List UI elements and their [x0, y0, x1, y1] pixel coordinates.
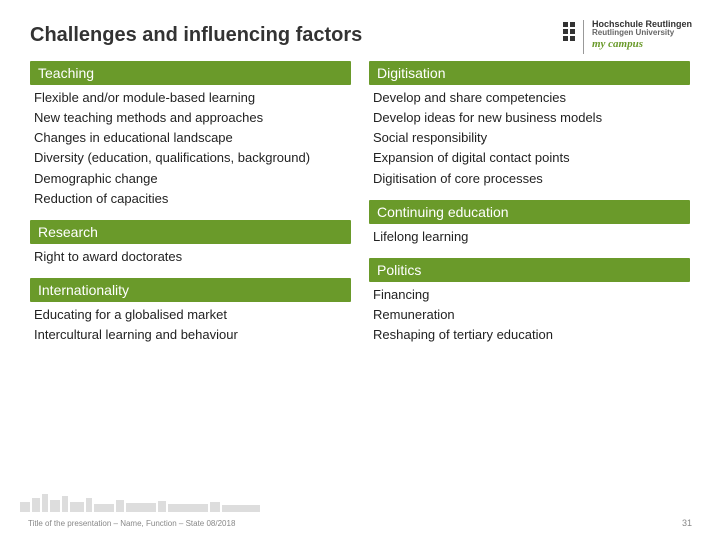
list-item: Develop and share competencies — [373, 88, 688, 108]
list-item: Lifelong learning — [373, 227, 688, 247]
section-continuing-education: Continuing education Lifelong learning — [369, 200, 690, 253]
list-item: Remuneration — [373, 305, 688, 325]
left-column: TeachingFlexible and/or module-based lea… — [30, 61, 351, 351]
list-item: Develop ideas for new business models — [373, 108, 688, 128]
logo-divider — [583, 20, 584, 54]
logo-text: Hochschule Reutlingen Reutlingen Univers… — [592, 20, 692, 50]
section-body-politics: FinancingRemunerationReshaping of tertia… — [369, 282, 690, 351]
list-item: New teaching methods and approaches — [34, 108, 349, 128]
logo-line3: my campus — [592, 39, 692, 51]
logo-mark — [563, 20, 575, 41]
section-internationality: InternationalityEducating for a globalis… — [30, 278, 351, 351]
section-head-research: Research — [30, 220, 351, 244]
footer-text: Title of the presentation – Name, Functi… — [28, 519, 235, 528]
list-item: Expansion of digital contact points — [373, 148, 688, 168]
section-body-research: Right to award doctorates — [30, 244, 351, 273]
section-head-digitisation: Digitisation — [369, 61, 690, 85]
list-item: Reduction of capacities — [34, 189, 349, 209]
section-digitisation: DigitisationDevelop and share competenci… — [369, 61, 690, 195]
list-item: Educating for a globalised market — [34, 305, 349, 325]
section-head-continuing-education: Continuing education — [369, 200, 690, 224]
section-head-teaching: Teaching — [30, 61, 351, 85]
skyline-graphic — [20, 488, 260, 512]
list-item: Demographic change — [34, 169, 349, 189]
columns: TeachingFlexible and/or module-based lea… — [30, 61, 690, 351]
list-item: Flexible and/or module-based learning — [34, 88, 349, 108]
list-item: Right to award doctorates — [34, 247, 349, 267]
section-body-teaching: Flexible and/or module-based learningNew… — [30, 85, 351, 215]
right-column: DigitisationDevelop and share competenci… — [369, 61, 690, 351]
page-number: 31 — [682, 518, 692, 528]
section-body-digitisation: Develop and share competenciesDevelop id… — [369, 85, 690, 195]
list-item: Reshaping of tertiary education — [373, 325, 688, 345]
section-body-continuing-education: Lifelong learning — [369, 224, 690, 253]
list-item: Social responsibility — [373, 128, 688, 148]
section-head-politics: Politics — [369, 258, 690, 282]
list-item: Diversity (education, qualifications, ba… — [34, 148, 349, 168]
list-item: Changes in educational landscape — [34, 128, 349, 148]
logo-line2: Reutlingen University — [592, 29, 692, 37]
university-logo: Hochschule Reutlingen Reutlingen Univers… — [563, 20, 692, 54]
list-item: Financing — [373, 285, 688, 305]
list-item: Digitisation of core processes — [373, 169, 688, 189]
section-head-internationality: Internationality — [30, 278, 351, 302]
section-politics: PoliticsFinancingRemunerationReshaping o… — [369, 258, 690, 351]
section-body-internationality: Educating for a globalised marketIntercu… — [30, 302, 351, 351]
list-item: Intercultural learning and behaviour — [34, 325, 349, 345]
slide: Hochschule Reutlingen Reutlingen Univers… — [0, 0, 720, 540]
section-research: Research Right to award doctorates — [30, 220, 351, 273]
section-teaching: TeachingFlexible and/or module-based lea… — [30, 61, 351, 215]
